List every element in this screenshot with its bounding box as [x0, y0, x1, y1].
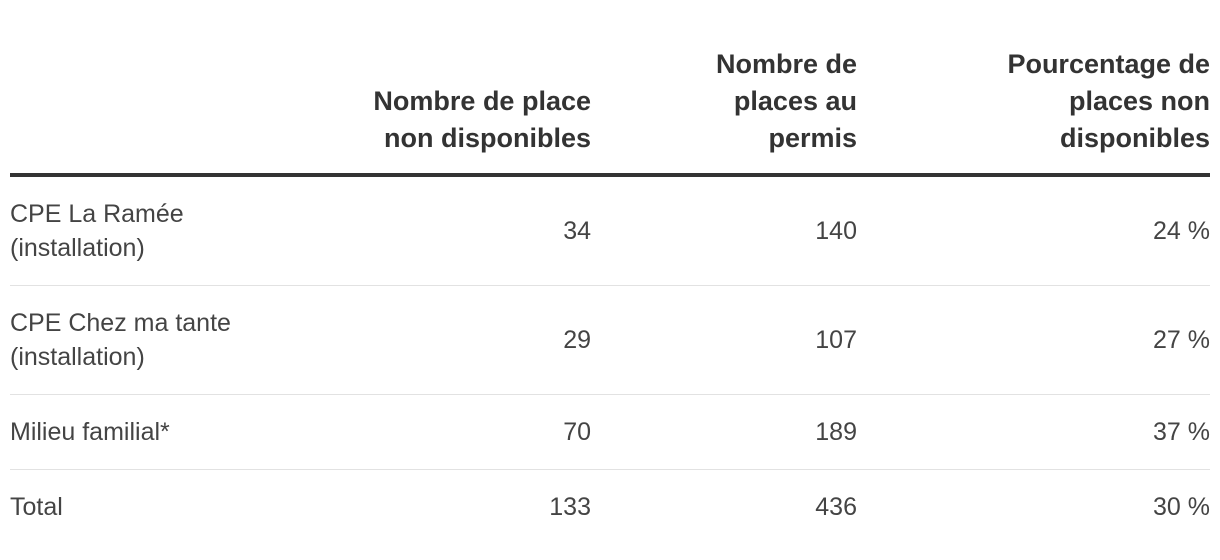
cell: 140	[591, 175, 857, 286]
cell-text: 436	[815, 493, 857, 521]
header-cell: Pourcentage de places non disponibles	[857, 46, 1210, 177]
cell-text: 30 %	[1153, 493, 1210, 521]
row-label-text: CPE Chez ma tante (installation)	[10, 309, 231, 371]
row-label-text: CPE La Ramée (installation)	[10, 200, 184, 262]
cell: 133	[330, 470, 591, 545]
table-body: CPE La Ramée (installation) 34 140 24 % CPE …	[10, 175, 1210, 544]
cell: 436	[591, 470, 857, 545]
header-text: Nombre de place non disponibles	[373, 86, 591, 153]
cell: 37 %	[857, 394, 1210, 470]
row-label: CPE La Ramée (installation)	[10, 175, 330, 286]
cell-text: 189	[815, 418, 857, 446]
header-cell: Nombre de places au permis	[591, 46, 857, 177]
cell-text: 37 %	[1153, 418, 1210, 446]
cell-text: 27 %	[1153, 326, 1210, 354]
cell-text: 140	[815, 217, 857, 245]
row-label-text: Milieu familial*	[10, 418, 170, 446]
cell: 189	[591, 394, 857, 470]
row-label-text: Total	[10, 493, 63, 521]
cell: 30 %	[857, 470, 1210, 545]
cell-text: 24 %	[1153, 217, 1210, 245]
header-text: Nombre de places au permis	[715, 49, 857, 153]
header-row: Nombre de place non disponibles Nombre de…	[10, 46, 1210, 177]
table-row: Total 133 436 30 %	[10, 470, 1210, 545]
cell: 70	[330, 394, 591, 470]
table-row: CPE La Ramée (installation) 34 140 24 %	[10, 175, 1210, 286]
row-label: Milieu familial*	[10, 394, 330, 470]
cell-text: 34	[563, 217, 591, 245]
header-cell: Nombre de place non disponibles	[330, 46, 591, 177]
header-text: Pourcentage de places non disponibles	[1007, 49, 1210, 153]
cell-text: 133	[549, 493, 591, 521]
cell-text: 107	[815, 326, 857, 354]
table-row: CPE Chez ma tante (installation) 29 107 27 …	[10, 285, 1210, 395]
header-cell	[10, 46, 330, 177]
cell: 29	[330, 285, 591, 395]
data-table: Nombre de place non disponibles Nombre de…	[10, 46, 1210, 544]
cell-text: 70	[563, 418, 591, 446]
cell: 34	[330, 175, 591, 286]
cell-text: 29	[563, 326, 591, 354]
cell: 24 %	[857, 175, 1210, 286]
table-row: Milieu familial* 70 189 37 %	[10, 394, 1210, 470]
row-label: CPE Chez ma tante (installation)	[10, 285, 330, 395]
cell: 107	[591, 285, 857, 395]
row-label: Total	[10, 470, 330, 545]
cell: 27 %	[857, 285, 1210, 395]
